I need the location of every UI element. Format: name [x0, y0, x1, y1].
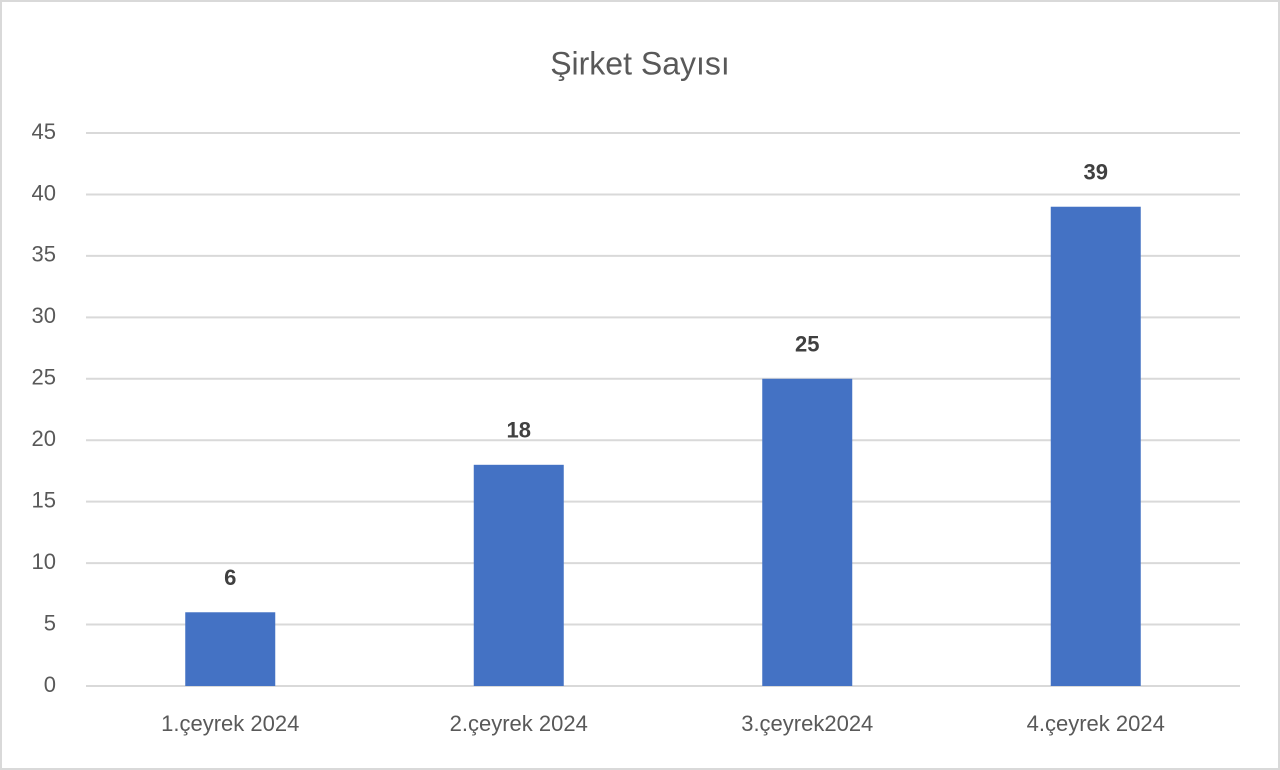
- y-tick-label: 30: [32, 303, 56, 328]
- x-tick-label: 3.çeyrek2024: [741, 711, 873, 736]
- bar: [473, 464, 564, 686]
- y-tick-label: 5: [44, 610, 56, 635]
- bar: [762, 378, 853, 686]
- x-tick-label: 2.çeyrek 2024: [450, 711, 588, 736]
- y-tick-label: 35: [32, 242, 56, 267]
- data-label: 39: [1084, 160, 1108, 185]
- x-tick-label: 1.çeyrek 2024: [161, 711, 299, 736]
- y-tick-label: 20: [32, 426, 56, 451]
- y-tick-label: 45: [32, 119, 56, 144]
- chart-title: Şirket Sayısı: [550, 45, 730, 81]
- data-label: 25: [795, 332, 819, 357]
- y-tick-label: 40: [32, 180, 56, 205]
- bar: [185, 612, 276, 686]
- x-tick-label: 4.çeyrek 2024: [1027, 711, 1165, 736]
- y-tick-label: 25: [32, 365, 56, 390]
- y-tick-label: 15: [32, 487, 56, 512]
- bar: [1050, 206, 1141, 686]
- y-tick-label: 0: [44, 672, 56, 697]
- data-label: 18: [507, 418, 531, 443]
- y-tick-label: 10: [32, 549, 56, 574]
- data-label: 6: [224, 565, 236, 590]
